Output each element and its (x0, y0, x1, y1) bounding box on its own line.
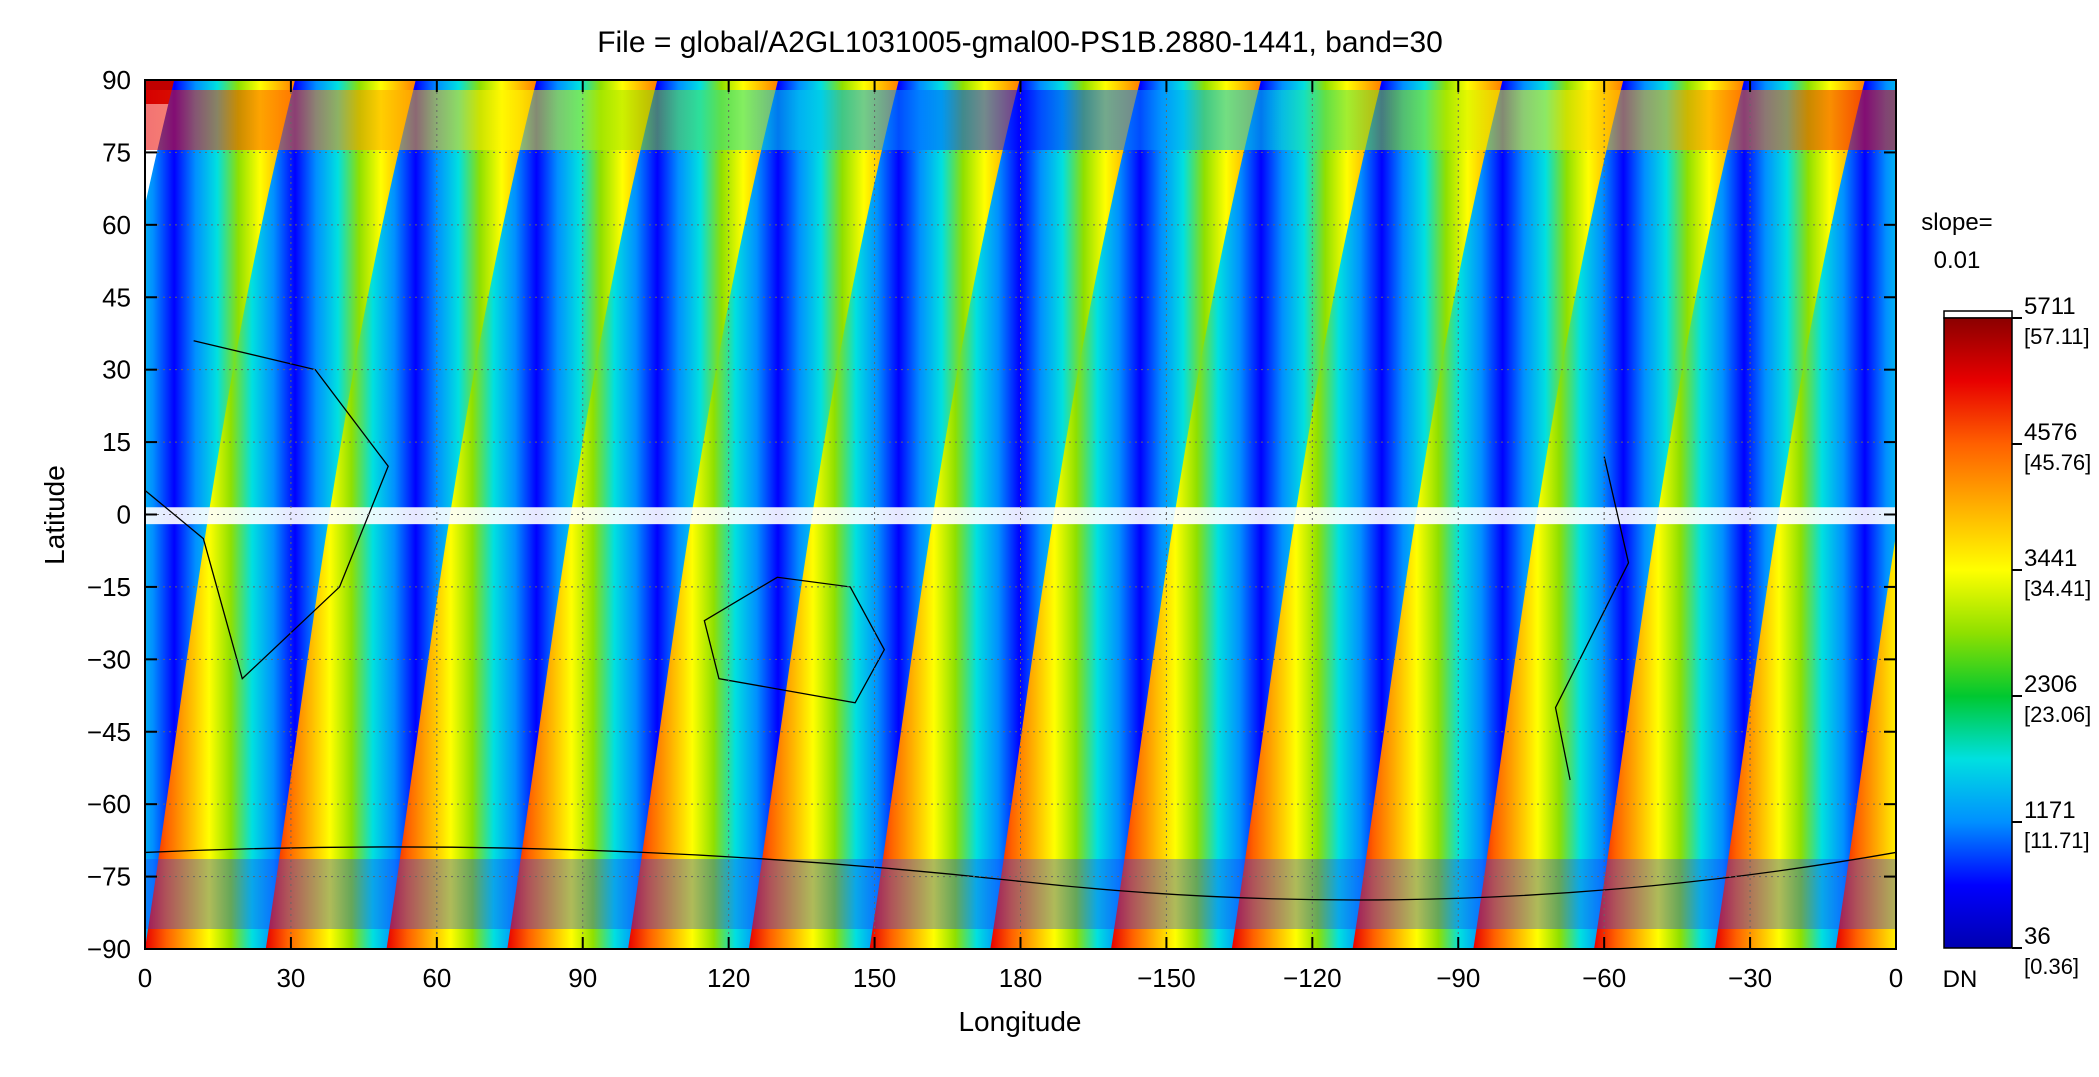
y-tick-label: −15 (87, 572, 131, 602)
colorbar-tick-value: 36 (2024, 923, 2051, 950)
x-tick-label: 120 (707, 963, 750, 993)
equator-gap (145, 507, 1896, 525)
coastline-layer (145, 340, 1896, 901)
figure-title: File = global/A2GL1031005-gmal00-PS1B.28… (597, 26, 1443, 59)
x-tick-label: −150 (1137, 963, 1196, 993)
colorbar-tick-scaled: [0.36] (2024, 954, 2079, 979)
orbit-swath (1835, 534, 1896, 949)
australia-coastline (703, 576, 886, 704)
x-tick-label: 180 (999, 963, 1042, 993)
colorbar: 5711 [57.11] 4576 [45.76] 3441 [34.41] 2306 [23… (1943, 293, 2091, 979)
colorbar-tick-value: 3441 (2024, 545, 2077, 572)
x-tick-label: −30 (1728, 963, 1772, 993)
x-tick-label: −120 (1283, 963, 1342, 993)
south-america-coastline (1554, 456, 1630, 781)
y-tick-label: 60 (102, 210, 131, 240)
y-tick-label: −60 (87, 789, 131, 819)
y-tick-label: −90 (87, 934, 131, 964)
x-tick-label: 90 (568, 963, 597, 993)
colorbar-tick-value: 2306 (2024, 671, 2077, 698)
colorbar-top-cap (1943, 310, 2013, 319)
x-tick-label: 0 (1889, 963, 1903, 993)
y-tick-label: 30 (102, 355, 131, 385)
y-tick-label: −75 (87, 862, 131, 892)
colorbar-tick-scaled: [11.71] (2024, 828, 2090, 853)
antarctica-coastline (145, 846, 1896, 901)
y-tick-label: 90 (102, 65, 131, 95)
gridline-layer (145, 80, 1896, 949)
x-tick-label: −90 (1436, 963, 1480, 993)
x-tick-label: 30 (276, 963, 305, 993)
south-swath-overlap (145, 859, 1896, 929)
colorbar-tick-value: 4576 (2024, 419, 2077, 446)
colorbar-tick-scaled: [23.06] (2024, 702, 2091, 727)
x-axis: 0 30 60 90 120 150 180 −150 −120 −90 −60 −30 0 (138, 80, 1903, 993)
colorbar-tick-value: 1171 (2024, 797, 2076, 824)
colorbar-ticks: 5711 [57.11] 4576 [45.76] 3441 [34.41] 2306 [23… (2012, 293, 2091, 979)
y-tick-label: 45 (102, 282, 131, 312)
y-tick-label: 75 (102, 137, 131, 167)
y-tick-label: −30 (87, 644, 131, 674)
colorbar-gradient-bar (1943, 317, 2013, 949)
x-tick-label: 60 (422, 963, 451, 993)
slope-label: slope= (1921, 209, 1992, 236)
colorbar-tick-scaled: [57.11] (2024, 324, 2090, 349)
x-tick-label: 150 (853, 963, 896, 993)
x-axis-label: Longitude (958, 1006, 1081, 1037)
colorbar-tick-value: 5711 (2024, 293, 2076, 320)
y-tick-label: 15 (102, 427, 131, 457)
x-tick-label: 0 (138, 963, 152, 993)
y-tick-label: −45 (87, 717, 131, 747)
y-tick-label: 0 (117, 500, 131, 530)
x-tick-label: −60 (1582, 963, 1626, 993)
map-area (145, 80, 1896, 949)
colorbar-tick-scaled: [45.76] (2024, 450, 2091, 475)
y-axis: 90 75 60 45 30 15 0 −15 −30 −45 −60 −75 −90 (87, 65, 1896, 964)
slope-value: 0.01 (1934, 247, 1981, 274)
africa-coastline (145, 340, 389, 680)
colorbar-tick-scaled: [34.41] (2024, 576, 2091, 601)
data-gap-layer (145, 507, 1896, 525)
y-axis-label: Latitude (39, 465, 70, 565)
colorbar-unit: DN (1943, 966, 1978, 993)
